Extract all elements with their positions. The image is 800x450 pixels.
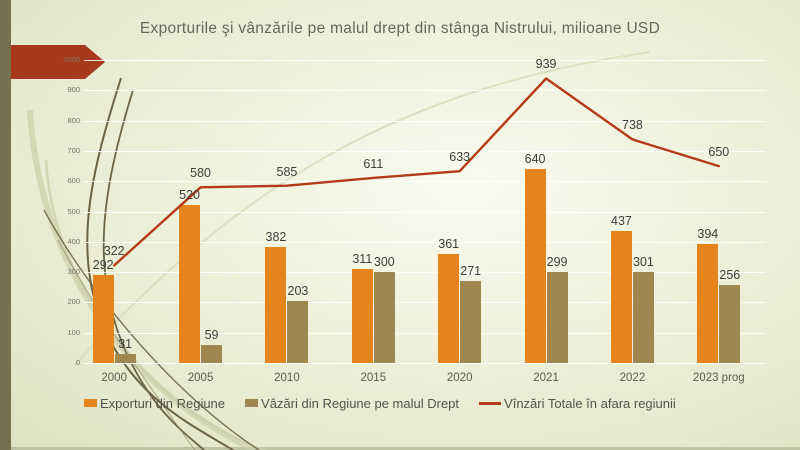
bar-value-label: 437 xyxy=(611,213,632,228)
chart-legend: Exporturi din Regiune Vâzări din Regiune… xyxy=(84,393,676,413)
bar-value-label: 256 xyxy=(719,268,741,283)
bar-value-label: 301 xyxy=(633,254,654,269)
bar-value-label: 299 xyxy=(546,255,568,270)
bar-value-label: 520 xyxy=(179,188,200,203)
line-value-label: 322 xyxy=(103,244,125,259)
bottom-edge-strip xyxy=(0,447,800,450)
bar xyxy=(719,285,741,363)
x-tick-label: 2023 prog xyxy=(692,372,745,384)
bar-value-label: 271 xyxy=(460,263,482,278)
legend-item-vazari-drept: Vâzări din Regiune pe malul Drept xyxy=(245,396,459,411)
legend-line-swatch-red xyxy=(479,401,502,405)
legend-label: Exporturi din Regiune xyxy=(100,395,226,411)
bar-value-label: 59 xyxy=(204,328,219,343)
bar-value-label: 394 xyxy=(697,226,719,241)
x-tick-label: 2005 xyxy=(187,372,214,384)
legend-item-exporturi: Exporturi din Regiune xyxy=(84,396,225,411)
x-tick-label: 2010 xyxy=(274,372,300,384)
x-tick-label: 2022 xyxy=(619,372,646,384)
line-value-label: 939 xyxy=(535,57,557,72)
chart-title: Exporturile şi vânzările pe malul drept … xyxy=(139,20,661,37)
legend-label: Vâzări din Regiune pe malul Drept xyxy=(261,395,460,411)
line-value-label: 585 xyxy=(276,164,298,179)
left-edge-stripe xyxy=(0,0,11,450)
legend-item-vinzari-totale: Vînzări Totale în afara regiunii xyxy=(479,396,676,411)
x-tick-label: 2015 xyxy=(360,372,387,384)
y-tick-label: 1000 xyxy=(63,55,80,64)
legend-label: Vînzări Totale în afara regiunii xyxy=(504,395,676,411)
bar-value-label: 292 xyxy=(92,257,114,272)
line-value-label: 580 xyxy=(190,166,211,181)
bar-value-label: 203 xyxy=(287,284,309,299)
bar-value-label: 640 xyxy=(524,152,546,167)
bar-value-label: 382 xyxy=(265,230,287,245)
x-tick-label: 2000 xyxy=(101,372,127,384)
line-value-label: 633 xyxy=(449,150,471,165)
line-value-label: 650 xyxy=(708,145,730,160)
bar-value-label: 31 xyxy=(118,336,133,351)
line-value-label: 738 xyxy=(622,118,643,133)
bar xyxy=(697,243,719,363)
x-tick-label: 2020 xyxy=(446,372,473,384)
line-value-label: 611 xyxy=(363,156,384,171)
bar-value-label: 300 xyxy=(373,255,395,270)
legend-swatch-orange xyxy=(84,399,97,407)
x-tick-label: 2021 xyxy=(533,372,559,384)
y-tick-label: 900 xyxy=(67,85,80,95)
bar-value-label: 361 xyxy=(438,236,460,251)
legend-swatch-tan xyxy=(245,399,259,407)
